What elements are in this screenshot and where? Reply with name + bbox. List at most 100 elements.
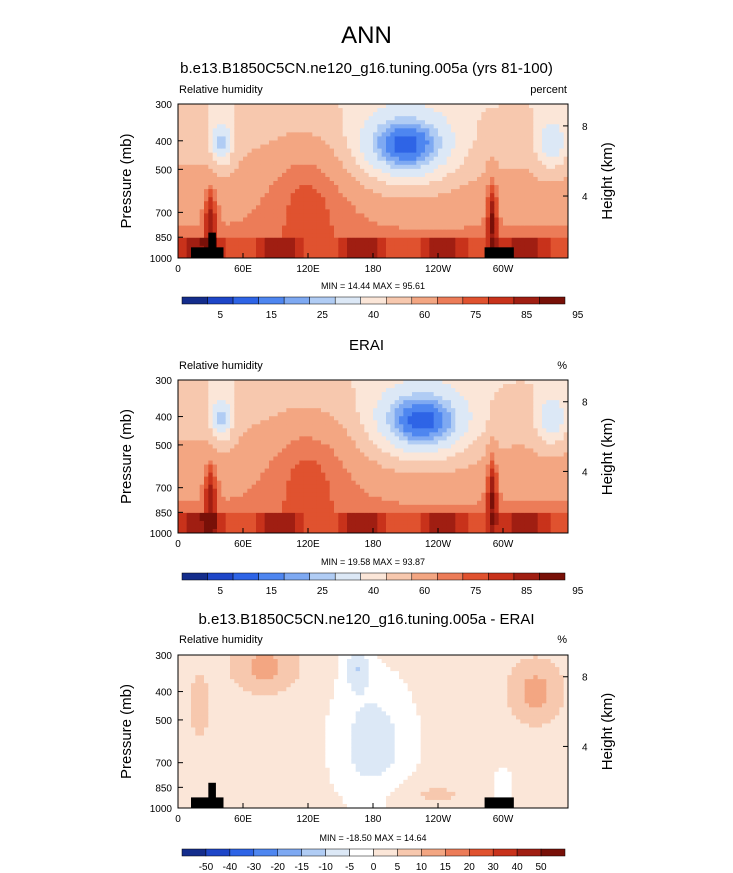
heatmap-cell [468, 104, 474, 109]
heatmap-cell [182, 392, 188, 397]
heatmap-cell [442, 213, 448, 218]
heatmap-cell [199, 480, 205, 486]
heatmap-cell [533, 116, 539, 121]
heatmap-cell [477, 185, 482, 190]
heatmap-cell [273, 112, 279, 117]
heatmap-cell [178, 520, 183, 526]
heatmap-cell [412, 116, 417, 121]
heatmap-cell [546, 120, 552, 125]
heatmap-cell [325, 148, 331, 154]
heatmap-cell [520, 160, 526, 166]
heatmap-cell [186, 140, 192, 145]
heatmap-cell [182, 484, 188, 490]
heatmap-cell [529, 112, 534, 117]
heatmap-cell [563, 148, 569, 154]
heatmap-cell [355, 253, 361, 259]
heatmap-cell [247, 160, 253, 166]
heatmap-cell [555, 156, 560, 162]
heatmap-cell [308, 140, 313, 145]
heatmap-cell [256, 504, 261, 510]
heatmap-cell [355, 189, 361, 194]
heatmap-cell [195, 160, 201, 166]
heatmap-cell [286, 197, 292, 202]
heatmap-cell [195, 412, 201, 417]
heatmap-cell [182, 504, 188, 510]
heatmap-cell [516, 148, 521, 154]
heatmap-cell [351, 120, 357, 125]
heatmap-cell [533, 225, 539, 231]
heatmap-cell [325, 524, 331, 530]
heatmap-cell [178, 428, 183, 433]
heatmap-cell [269, 408, 274, 413]
heatmap-cell [195, 380, 201, 385]
heatmap-cell [199, 176, 205, 182]
heatmap-cell [342, 432, 348, 437]
heatmap-cell [316, 392, 322, 397]
heatmap-cell [516, 217, 521, 222]
heatmap-cell [442, 197, 448, 202]
heatmap-cell [238, 205, 244, 210]
heatmap-cell [286, 412, 292, 417]
heatmap-cell [381, 160, 387, 166]
heatmap-cell [412, 237, 417, 243]
heatmap-cell [563, 124, 569, 129]
heatmap-cell [243, 504, 248, 510]
heatmap-cell [243, 500, 248, 506]
heatmap-cell [182, 185, 188, 190]
heatmap-cell [182, 396, 188, 401]
heatmap-cell [277, 436, 283, 441]
heatmap-cell [342, 205, 348, 210]
heatmap-cell [399, 237, 404, 243]
heatmap-cell [355, 128, 361, 133]
heatmap-cell [277, 496, 283, 502]
heatmap-cell [425, 108, 430, 113]
heatmap-cell [455, 241, 461, 247]
heatmap-cell [442, 160, 448, 166]
heatmap-cell [529, 181, 534, 186]
heatmap-cell [286, 456, 292, 461]
heatmap-cell [282, 221, 287, 226]
heatmap-cell [321, 128, 326, 133]
heatmap-cell [468, 221, 474, 226]
heatmap-cell [243, 436, 248, 441]
heatmap-cell [178, 500, 183, 506]
heatmap-cell [511, 168, 517, 174]
heatmap-cell [217, 500, 222, 506]
heatmap-cell [442, 217, 448, 222]
heatmap-cell [498, 156, 504, 162]
heatmap-cell [533, 229, 539, 235]
heatmap-cell [251, 197, 257, 202]
heatmap-cell [204, 512, 209, 518]
heatmap-cell [360, 128, 365, 133]
heatmap-cell [368, 225, 374, 231]
heatmap-cell [550, 140, 556, 145]
heatmap-cell [342, 388, 348, 393]
heatmap-cell [303, 197, 309, 202]
heatmap-cell [269, 500, 274, 506]
heatmap-cell [498, 209, 504, 214]
heatmap-cell [269, 245, 274, 251]
heatmap-cell [256, 528, 261, 534]
heatmap-cell [373, 217, 378, 222]
heatmap-cell [533, 120, 539, 125]
heatmap-cell [308, 436, 313, 441]
heatmap-cell [182, 440, 188, 445]
heatmap-cell [247, 185, 253, 190]
heatmap-cell [303, 209, 309, 214]
heatmap-cell [208, 428, 214, 433]
heatmap-cell [186, 237, 192, 243]
heatmap-cell [238, 492, 244, 498]
heatmap-cell [494, 241, 500, 247]
heatmap-cell [451, 112, 456, 117]
heatmap-cell [355, 112, 361, 117]
heatmap-cell [178, 468, 183, 474]
heatmap-cell [295, 460, 300, 465]
heatmap-cell [416, 128, 422, 133]
heatmap-cell [490, 241, 495, 247]
heatmap-cell [412, 205, 417, 210]
heatmap-cell [542, 156, 547, 162]
heatmap-cell [225, 144, 231, 149]
heatmap-cell [429, 245, 435, 251]
heatmap-cell [390, 132, 396, 137]
heatmap-cell [256, 428, 261, 433]
